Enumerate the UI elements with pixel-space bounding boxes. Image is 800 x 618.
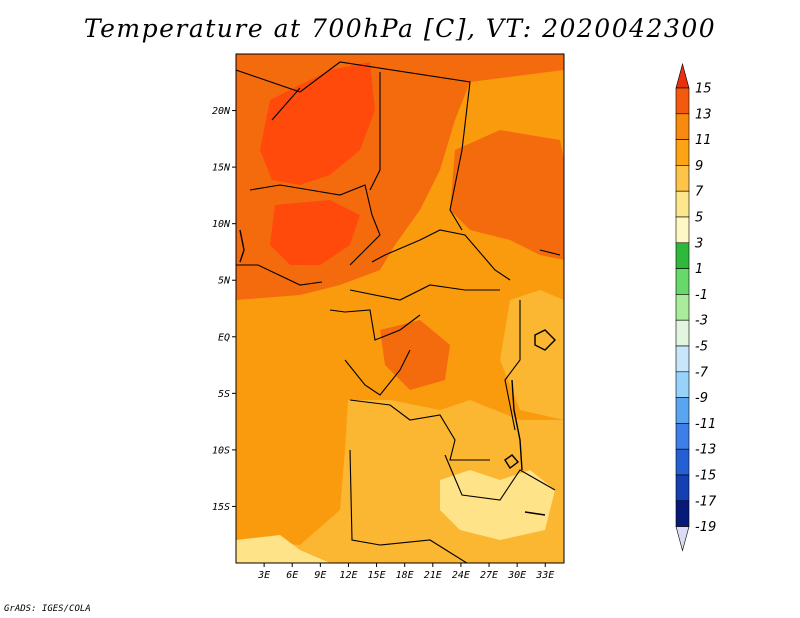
x-tick-label: 9E [314, 570, 326, 581]
x-tick-label: 12E [339, 570, 357, 581]
colorbar-label: 9 [695, 159, 703, 174]
field-region-13-sahel [260, 62, 375, 185]
x-tick-label: 24E [452, 570, 470, 581]
credit-label: GrADS: IGES/COLA [4, 604, 91, 614]
x-tick-label: 33E [535, 570, 554, 581]
colorbar-bottom-arrow [675, 526, 690, 552]
x-tick-label: 21E [424, 570, 442, 581]
colorbar-label: 15 [695, 82, 712, 97]
lake-outlines [239, 229, 556, 516]
colorbar-swatch [675, 139, 690, 166]
y-tick-label: 10S [212, 445, 230, 456]
colorbar-label: -7 [695, 365, 709, 380]
colorbar-swatch [675, 500, 690, 527]
colorbar-swatch [675, 474, 690, 502]
colorbar-label: 7 [695, 185, 704, 200]
colorbar-label: -1 [695, 288, 708, 303]
colorbar-label: -11 [695, 417, 716, 432]
y-tick-label: 5N [218, 276, 231, 287]
x-tick-label: 18E [396, 570, 414, 581]
colorbar-label: -3 [695, 314, 708, 329]
x-axis-ticks: 3E 6E 9E 12E 15E 18E 21E 24E 27E 30E 33E [257, 563, 554, 581]
colorbar-swatch [675, 165, 690, 192]
field-region-5-zambia [440, 470, 555, 540]
colorbar: 15 13 11 9 7 5 3 1 -1 -3 -5 -7 -9 -11 -13 -15 -17 -19 [675, 62, 717, 552]
colorbar-swatch [675, 371, 690, 398]
colorbar-swatch [675, 268, 690, 295]
field-region-7-east [500, 290, 564, 420]
colorbar-swatch [675, 423, 690, 450]
colorbar-label: -5 [695, 340, 708, 355]
x-tick-label: 15E [368, 570, 386, 581]
colorbar-label: -13 [695, 443, 716, 458]
country-borders [236, 61, 561, 563]
plot-frame [235, 53, 565, 564]
y-tick-label: 20N [212, 106, 231, 117]
colorbar-swatch [675, 397, 690, 424]
y-tick-label: 15N [212, 163, 231, 174]
colorbar-swatch [675, 216, 690, 244]
chart-title: Temperature at 700hPa [C], VT: 202004230… [83, 14, 717, 43]
colorbar-top-arrow [675, 62, 690, 89]
colorbar-swatch [675, 294, 690, 321]
colorbar-swatch [675, 319, 690, 347]
y-tick-label: 10N [212, 219, 231, 230]
colorbar-label: 11 [695, 133, 712, 148]
y-tick-label: 5S [218, 389, 230, 400]
colorbar-label: -9 [695, 391, 708, 406]
y-tick-label: EQ [218, 332, 230, 343]
colorbar-label: -17 [695, 494, 717, 509]
x-tick-label: 3E [257, 570, 270, 581]
colorbar-label: -19 [695, 520, 716, 535]
field-region-5-southwest [236, 535, 330, 563]
y-tick-label: 15S [212, 502, 230, 513]
colorbar-label: 3 [695, 236, 703, 251]
x-tick-label: 6E [286, 570, 298, 581]
colorbar-label: -15 [695, 469, 716, 484]
temperature-field [236, 54, 564, 563]
colorbar-swatch [675, 242, 690, 269]
y-axis-ticks: 20N 15N 10N 5N EQ 5S 10S 15S [212, 106, 236, 513]
x-tick-label: 27E [480, 570, 498, 581]
field-region-11-east [450, 130, 564, 260]
colorbar-label: 1 [695, 262, 703, 277]
colorbar-swatch [675, 190, 690, 218]
colorbar-swatch [675, 345, 690, 373]
colorbar-swatch [675, 113, 690, 140]
colorbar-swatch [675, 87, 690, 115]
x-tick-label: 30E [507, 570, 526, 581]
field-region-13-west [270, 200, 360, 265]
colorbar-label: 13 [695, 107, 712, 122]
colorbar-swatch [675, 448, 690, 476]
colorbar-label: 5 [695, 211, 703, 226]
